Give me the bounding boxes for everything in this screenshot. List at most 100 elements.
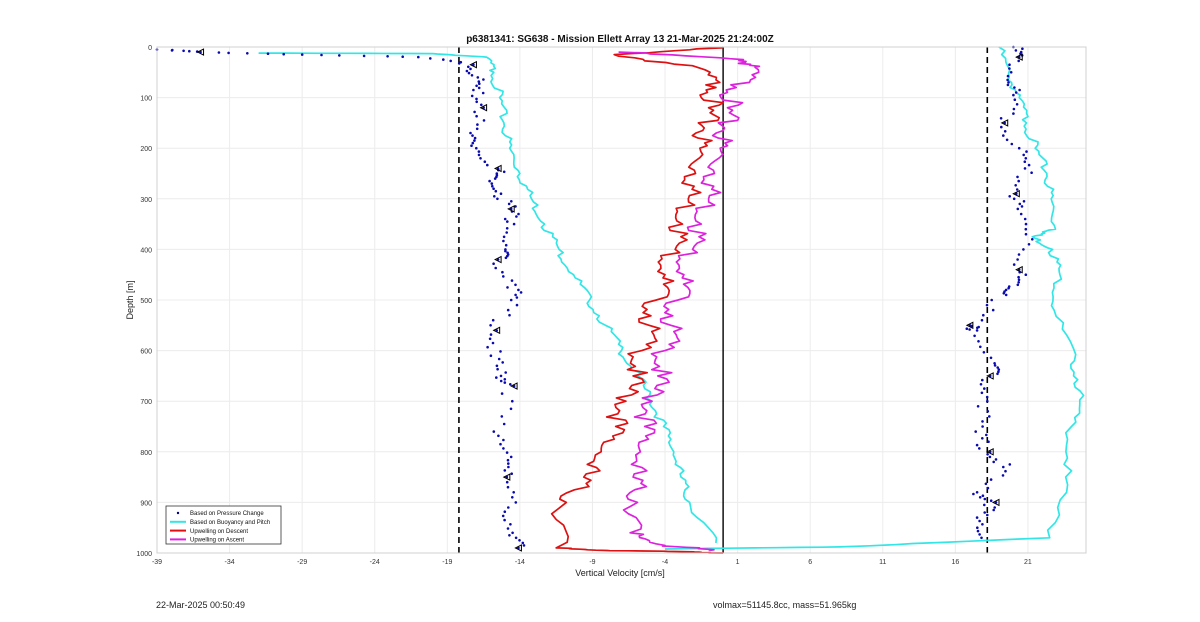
x-tick-label: 1	[736, 559, 740, 566]
pressure-point	[1025, 150, 1028, 153]
pressure-point	[1008, 63, 1011, 66]
pressure-point	[477, 153, 481, 157]
pressure-point	[510, 472, 513, 476]
pressure-point	[997, 370, 1000, 374]
pressure-point	[182, 49, 185, 53]
marker-point	[1012, 189, 1020, 198]
pressure-point	[475, 114, 478, 118]
marker-point	[514, 544, 522, 552]
pressure-point	[507, 462, 510, 465]
pressure-point	[429, 57, 432, 60]
pressure-point	[457, 62, 461, 65]
x-tick-label: 6	[808, 559, 812, 566]
y-tick-label: 300	[140, 197, 152, 204]
pressure-point	[1018, 88, 1021, 92]
pressure-point	[1013, 98, 1017, 101]
pressure-point	[499, 192, 503, 195]
series-buoyancy-ascent	[664, 46, 1085, 550]
pressure-point	[491, 318, 495, 322]
pressure-point	[1008, 195, 1011, 198]
pressure-point	[338, 54, 341, 57]
pressure-point	[489, 324, 492, 327]
y-tick-label: 700	[140, 399, 152, 406]
pressure-point	[978, 533, 981, 536]
series-layer	[155, 45, 1085, 554]
pressure-point	[1013, 86, 1016, 89]
pressure-point	[467, 71, 471, 75]
pressure-point	[494, 266, 498, 270]
pressure-point	[1006, 78, 1009, 82]
pressure-point	[506, 485, 510, 489]
pressure-point	[1023, 217, 1027, 221]
pressure-point	[1018, 202, 1022, 206]
pressure-point	[502, 275, 505, 278]
pressure-point	[1012, 93, 1015, 97]
x-tick-label: -14	[515, 559, 525, 566]
pressure-point	[1000, 125, 1003, 129]
pressure-point	[486, 163, 489, 167]
pressure-point	[491, 341, 495, 345]
pressure-point	[1012, 112, 1015, 115]
marker-point	[986, 372, 994, 380]
pressure-point	[511, 531, 514, 535]
marker-point	[492, 326, 501, 335]
pressure-point	[507, 506, 510, 509]
y-ticks: 0 100 200 300 400 500 600 700 800 900 1000	[136, 45, 152, 558]
pressure-point	[477, 80, 481, 83]
pressure-point	[509, 455, 513, 459]
pressure-point	[504, 371, 508, 374]
y-tick-label: 600	[140, 349, 152, 356]
depth-velocity-chart: -39 -34 -29 -24 -19 -14 -9 -4 1 6 11 16 21 010020030…	[125, 34, 1087, 578]
pressure-point	[499, 350, 502, 353]
pressure-point	[975, 491, 979, 494]
pressure-point	[489, 333, 493, 336]
pressure-point	[512, 222, 516, 226]
chart-title: p6381341: SG638 - Mission Ellett Array 1…	[466, 34, 774, 45]
pressure-point	[501, 270, 504, 274]
pressure-point	[982, 351, 986, 354]
pressure-point	[979, 345, 982, 349]
pressure-point	[977, 340, 980, 343]
pressure-point	[996, 372, 999, 376]
pressure-point	[1006, 74, 1010, 78]
pressure-point	[1012, 263, 1016, 266]
pressure-point	[1022, 153, 1025, 157]
x-tick-label: -9	[589, 559, 595, 566]
y-tick-label: 400	[140, 247, 152, 254]
series-pressure-descent	[155, 48, 526, 552]
pressure-point	[1002, 134, 1005, 137]
pressure-point	[1023, 160, 1027, 163]
pressure-point	[975, 516, 979, 519]
series-line	[258, 52, 718, 543]
pressure-point	[477, 86, 481, 90]
y-tick-label: 900	[140, 500, 152, 507]
pressure-point	[477, 150, 481, 153]
legend-swatch	[176, 511, 180, 515]
x-ticks: -39 -34 -29 -24 -19 -14 -9 -4 1 6 11 16 21	[152, 559, 1032, 566]
pressure-point	[502, 239, 505, 243]
marker-point	[965, 321, 974, 330]
marker-point	[469, 60, 477, 69]
pressure-point	[514, 283, 517, 287]
pressure-point	[504, 256, 508, 260]
y-tick-label: 800	[140, 450, 152, 457]
pressure-point	[1007, 286, 1010, 290]
pressure-point	[502, 422, 506, 426]
pressure-point	[497, 434, 500, 438]
pressure-point	[1014, 91, 1018, 94]
pressure-point	[521, 541, 525, 545]
pressure-point	[986, 453, 989, 456]
pressure-point	[989, 356, 993, 360]
pressure-point	[976, 405, 980, 408]
pressure-point	[1024, 222, 1028, 226]
pressure-point	[469, 131, 472, 135]
legend-label: Based on Buoyancy and Pitch	[190, 520, 270, 526]
pressure-point	[981, 437, 984, 440]
marker-point	[507, 205, 515, 213]
pressure-point	[992, 460, 995, 464]
pressure-point	[1031, 238, 1034, 241]
pressure-point	[992, 508, 995, 512]
pressure-point	[469, 67, 472, 71]
pressure-point	[983, 387, 986, 390]
pressure-point	[993, 362, 996, 365]
